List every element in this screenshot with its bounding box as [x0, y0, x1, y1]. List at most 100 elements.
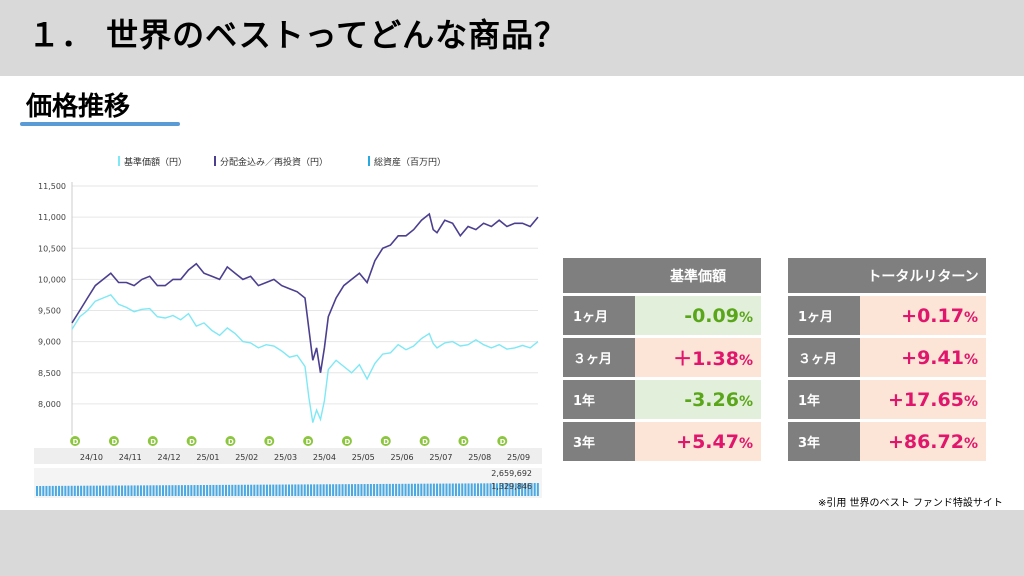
y-tick-label: 11,000 — [38, 213, 66, 222]
assets-bar — [300, 484, 303, 496]
assets-bar — [262, 484, 265, 496]
distribution-marker-label: D — [383, 438, 389, 446]
assets-bar — [328, 484, 331, 496]
assets-bar — [243, 484, 246, 496]
assets-bar — [410, 483, 413, 496]
assets-bar — [524, 483, 527, 496]
assets-bar — [338, 484, 341, 496]
distribution-marker — [419, 436, 430, 446]
assets-bar — [442, 483, 445, 496]
assets-bar — [376, 483, 379, 496]
assets-bar — [278, 484, 281, 496]
distribution-marker — [380, 436, 391, 446]
section-underline — [20, 122, 180, 126]
assets-bar — [92, 485, 95, 496]
distribution-marker-label: D — [500, 438, 506, 446]
assets-bar — [130, 485, 133, 496]
period-label: ３ヶ月 — [563, 338, 635, 377]
return-value: +17.65% — [860, 380, 986, 419]
y-tick-label: 10,000 — [38, 275, 66, 284]
assets-bar — [180, 485, 183, 496]
assets-bar — [489, 483, 492, 496]
x-tick-label: 25/04 — [313, 453, 336, 462]
assets-bar — [240, 484, 243, 496]
assets-bar — [281, 484, 284, 496]
x-axis-band — [34, 448, 542, 464]
assets-bar — [48, 485, 51, 496]
assets-bar — [432, 483, 435, 496]
assets-bar — [461, 483, 464, 496]
table-row: 3年 +86.72% — [788, 422, 986, 461]
assets-bar — [209, 484, 212, 496]
assets-bar — [404, 483, 407, 496]
assets-bar — [272, 484, 275, 496]
assets-bar — [294, 484, 297, 496]
table-row: ３ヶ月 ＋1.38% — [563, 338, 761, 377]
assets-bar — [42, 485, 45, 496]
assets-bar — [486, 483, 489, 496]
assets-bar — [152, 485, 155, 496]
return-value: +9.41% — [860, 338, 986, 377]
distribution-marker — [225, 436, 236, 446]
assets-bar — [373, 483, 376, 496]
assets-bar — [228, 484, 231, 496]
distribution-marker — [497, 436, 508, 446]
assets-bar — [467, 483, 470, 496]
source-note: ※引用 世界のベスト ファンド特設サイト — [818, 498, 1003, 509]
assets-bar — [505, 483, 508, 496]
x-tick-label: 25/06 — [391, 453, 414, 462]
assets-bar — [284, 484, 287, 496]
x-tick-label: 25/05 — [352, 453, 375, 462]
nav-change-table: 基準価額 1ヶ月 -0.09% ３ヶ月 ＋1.38% 1年 -3.26% 3年 … — [563, 255, 761, 464]
assets-bar — [288, 484, 290, 496]
assets-bar — [502, 483, 505, 496]
assets-bar — [366, 484, 369, 496]
assets-bar — [379, 483, 382, 496]
assets-bar — [310, 484, 313, 496]
assets-bar — [133, 485, 136, 496]
assets-bar — [121, 485, 124, 496]
assets-bar — [514, 483, 517, 496]
assets-bar — [45, 485, 48, 496]
assets-bar — [407, 483, 410, 496]
assets-bar — [420, 483, 423, 496]
distribution-marker — [264, 436, 275, 446]
assets-bar — [536, 483, 539, 496]
assets-bar — [117, 485, 120, 496]
assets-bar — [436, 483, 439, 496]
assets-bar — [306, 484, 309, 496]
x-tick-label: 25/09 — [507, 453, 530, 462]
period-label: ３ヶ月 — [788, 338, 860, 377]
assets-bar — [111, 485, 114, 496]
assets-bar — [322, 484, 325, 496]
table-header: 基準価額 — [635, 258, 761, 293]
assets-bar — [174, 485, 177, 496]
assets-bar — [508, 483, 511, 496]
table-row: 1年 -3.26% — [563, 380, 761, 419]
distribution-marker-label: D — [189, 438, 195, 446]
assets-bar — [499, 483, 502, 496]
assets-bar — [114, 485, 117, 496]
distribution-marker — [458, 436, 469, 446]
series-line-0 — [71, 294, 539, 423]
assets-bar — [451, 483, 454, 496]
assets-bar — [477, 483, 479, 496]
assets-bar — [187, 485, 190, 496]
assets-bar — [369, 484, 372, 496]
assets-bar — [215, 484, 218, 496]
table-row: ３ヶ月 +9.41% — [788, 338, 986, 377]
assets-bar — [86, 485, 89, 496]
assets-bar — [196, 485, 199, 496]
assets-bar — [473, 483, 476, 496]
x-tick-label: 25/07 — [429, 453, 452, 462]
legend-swatch — [118, 156, 120, 166]
assets-bar — [363, 484, 366, 496]
assets-bar — [231, 484, 234, 496]
assets-bar — [382, 483, 385, 496]
assets-bar — [347, 484, 350, 496]
assets-bar — [414, 483, 416, 496]
assets-bar — [225, 484, 227, 496]
assets-bar — [470, 483, 473, 496]
series-line-1 — [71, 212, 539, 373]
assets-bar — [354, 484, 357, 496]
